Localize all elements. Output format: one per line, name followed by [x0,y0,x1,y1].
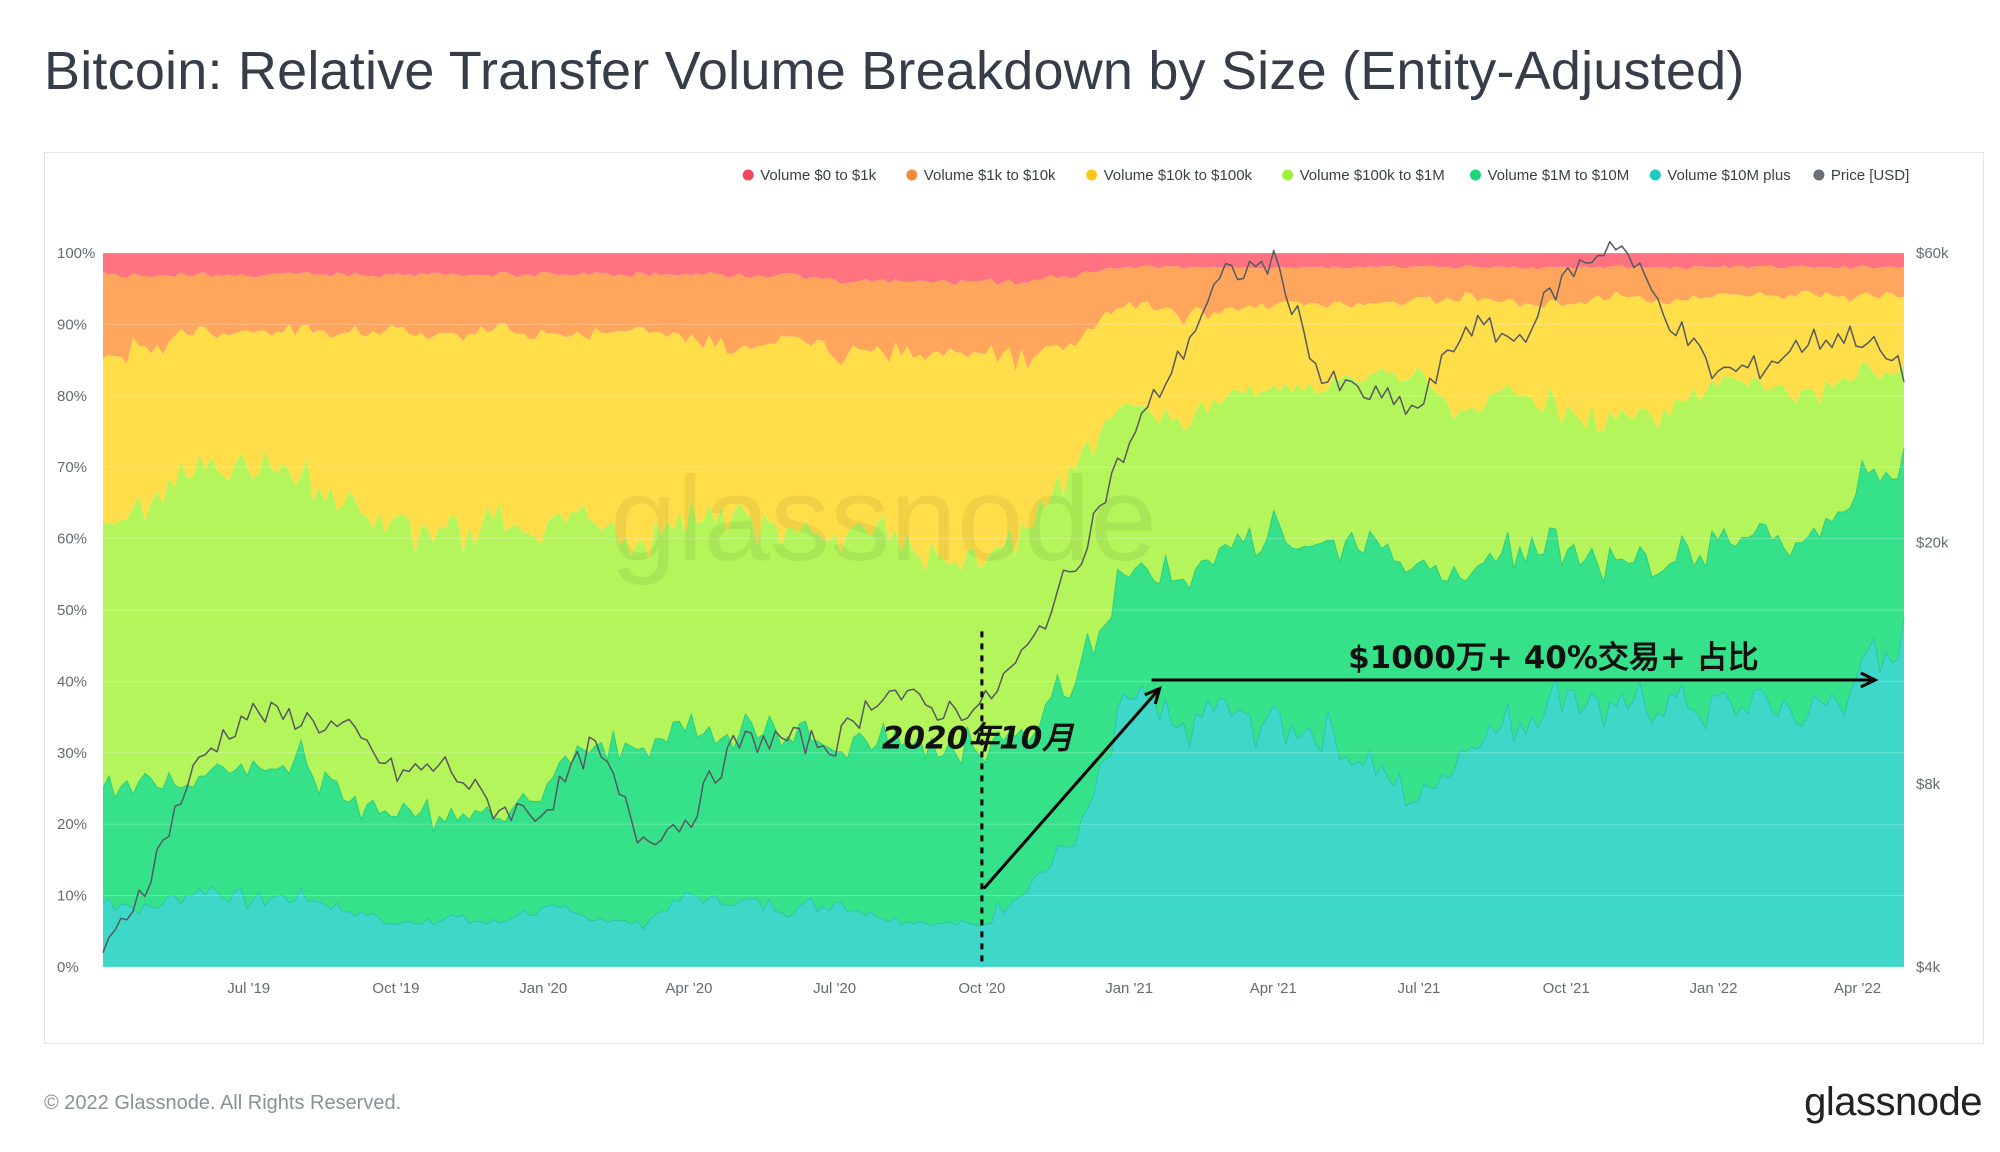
x-tick-label: Jan '20 [519,980,567,997]
x-tick-label: Oct '21 [1543,980,1590,997]
area-edge-1 [102,448,1905,834]
x-tick-label: Oct '20 [958,980,1005,997]
legend-marker [1813,169,1825,181]
x-tick-label: Jul '20 [813,980,856,997]
y-left-tick-label: 30% [57,745,87,762]
y-left-tick-label: 100% [57,245,95,262]
y-right-tick-label: $4k [1916,959,1941,976]
annotation-rise-arrowhead [1144,685,1162,705]
glassnode-logo[interactable]: glassnode [1804,1080,1982,1124]
y-left-tick-label: 40% [57,673,87,690]
area-volume-0-to-1k [103,253,1904,286]
legend-item: Price [USD] [1831,167,1909,184]
legend-item: Volume $10M plus [1667,167,1790,184]
area-volume-10k-to-100k [103,290,1904,572]
legend-marker [1649,169,1661,181]
x-tick-label: Apr '22 [1834,980,1881,997]
y-left-tick-label: 90% [57,316,87,333]
legend-item: Volume $10k to $100k [1104,167,1253,184]
annotation-rise-arrow [982,687,1161,890]
legend: Volume $0 to $1k Volume $1k to $10k Volume… [742,167,1909,184]
legend-marker [1086,169,1098,181]
legend-marker [1282,169,1294,181]
x-tick-label: Jul '21 [1397,980,1440,997]
x-tick-label: Jul '19 [227,980,270,997]
legend-item: Volume $1k to $10k [924,167,1056,184]
x-tick-label: Jan '22 [1690,980,1738,997]
legend-marker [1470,169,1481,181]
annotation-start-label: 2020年10月 [882,721,1075,757]
price-line [102,240,1905,953]
area-volume-10m-plus [103,617,1904,967]
x-tick-label: Apr '21 [1250,980,1297,997]
y-left-tick-label: 70% [57,459,87,476]
y-right-tick-label: $20k [1916,535,1949,552]
y-left-tick-label: 60% [57,531,87,548]
copyright-footer: © 2022 Glassnode. All Rights Reserved. [44,1092,402,1114]
legend-marker [742,169,754,181]
x-tick-label: Jan '21 [1105,980,1153,997]
legend-item: Volume $1M to $10M [1488,167,1630,184]
annotation-trend-arrowhead [1860,671,1879,689]
chart-frame: glassnode 0% 10% 20% 30% 40% 50% 60% 70% 80% 90% 10… [44,152,1984,1044]
y-right-tick-label: $60k [1916,245,1949,262]
area-edge-0 [102,617,1905,930]
y-left-tick-label: 0% [57,959,79,976]
y-right-tick-label: $8k [1916,776,1941,793]
annotation-trend-label: $1000万+ 40%交易+ 占比 [1348,640,1759,676]
y-left-tick-label: 10% [57,888,87,905]
chart: glassnode 0% 10% 20% 30% 40% 50% 60% 70% 80% 90% 10… [57,167,1949,997]
y-left-tick-label: 80% [57,388,87,405]
y-left-tick-label: 50% [57,602,87,619]
legend-item: Volume $100k to $1M [1300,167,1445,184]
x-tick-label: Oct '19 [372,980,419,997]
x-tick-label: Apr '20 [665,980,712,997]
y-left-tick-label: 20% [57,816,87,833]
legend-marker [906,169,918,181]
chart-watermark: glassnode [610,452,1157,586]
area-volume-1k-to-10k [103,265,1904,371]
legend-item: Volume $0 to $1k [760,167,876,184]
page-title: Bitcoin: Relative Transfer Volume Breakd… [44,41,1745,101]
area-volume-100k-to-1m [103,361,1904,832]
